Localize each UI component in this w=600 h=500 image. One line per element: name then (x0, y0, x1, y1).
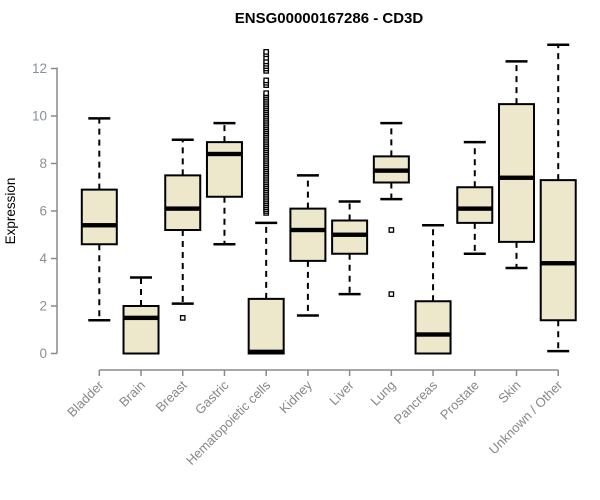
x-tick-label-lung: Lung (367, 378, 398, 409)
median-prostate (457, 206, 493, 211)
median-unknown-other (540, 261, 576, 266)
outlier-hematopoietic-cells-66 (263, 77, 270, 84)
y-tick-label-0: 0 (39, 346, 47, 361)
outlier-breast-0 (179, 315, 186, 321)
box-pancreas (414, 300, 452, 355)
x-tick-label-unknown-other: Unknown / Other (486, 377, 566, 457)
box-gastric (205, 141, 243, 198)
x-tick-label-breast: Breast (153, 377, 190, 414)
x-tick-label-skin: Skin (495, 378, 523, 406)
median-bladder (81, 223, 117, 228)
box-skin (498, 103, 535, 243)
outlier-lung-0 (388, 227, 395, 233)
y-tick-label-2: 2 (39, 299, 47, 314)
median-breast (165, 206, 201, 211)
x-tick-label-gastric: Gastric (192, 377, 232, 417)
median-kidney (290, 227, 326, 233)
median-liver (332, 232, 368, 237)
x-tick-label-liver: Liver (326, 377, 357, 408)
y-tick-label-4: 4 (39, 251, 47, 266)
median-pancreas (415, 332, 451, 337)
box-bladder (80, 188, 118, 246)
x-tick-label-prostate: Prostate (437, 378, 482, 423)
y-tick-label-12: 12 (32, 61, 47, 76)
median-skin (499, 175, 534, 180)
x-tick-label-pancreas: Pancreas (391, 377, 441, 427)
box-breast (164, 174, 202, 231)
outlier-lung-1 (388, 291, 395, 297)
median-gastric (206, 151, 242, 157)
median-lung (373, 168, 409, 173)
x-tick-label-kidney: Kidney (276, 377, 315, 416)
x-tick-label-brain: Brain (116, 378, 148, 410)
chart-title: ENSG00000167286 - CD3D (235, 10, 424, 27)
box-brain (122, 305, 160, 355)
y-tick-label-8: 8 (39, 156, 47, 171)
box-prostate (456, 186, 494, 224)
median-hematopoietic-cells (248, 349, 284, 355)
outlier-hematopoietic-cells-63 (263, 90, 270, 97)
median-brain (123, 315, 159, 321)
outlier-hematopoietic-cells-74 (263, 49, 270, 55)
y-tick-label-6: 6 (39, 204, 47, 219)
y-axis-label: Expression (3, 178, 18, 245)
y-tick-label-10: 10 (32, 109, 47, 124)
box-unknown-other (539, 179, 577, 322)
box-hematopoietic-cells (247, 297, 285, 355)
box-kidney (289, 207, 327, 262)
x-tick-label-bladder: Bladder (64, 377, 107, 420)
box-liver (331, 219, 369, 255)
